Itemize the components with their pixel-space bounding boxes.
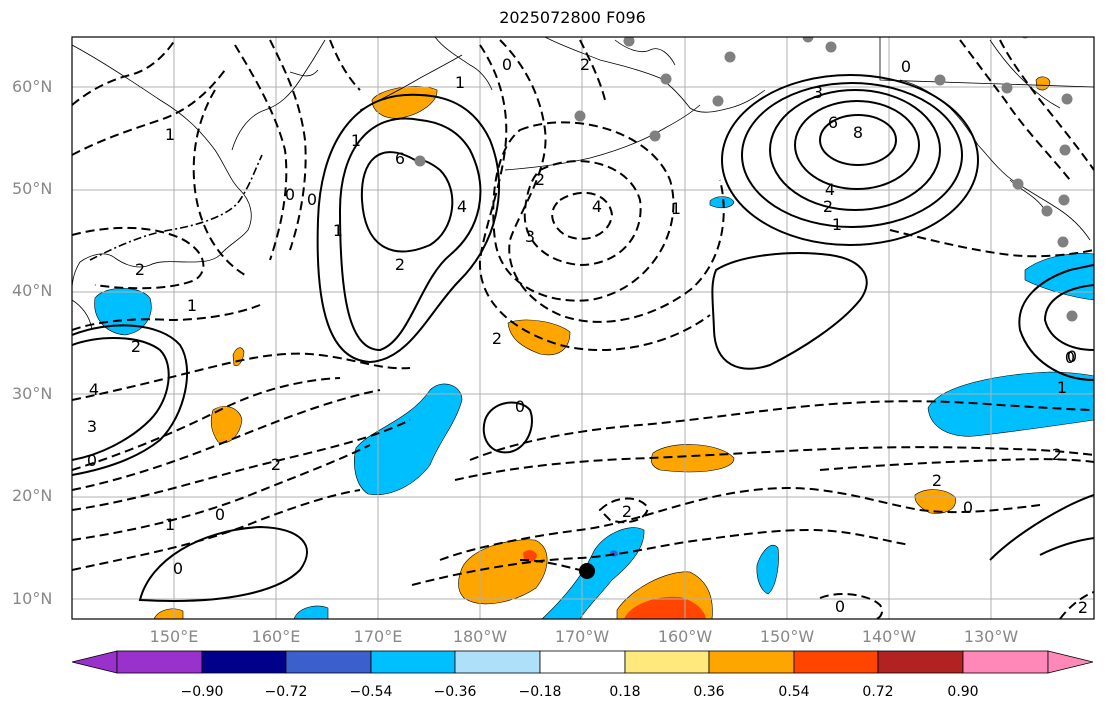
contour-label: 4 <box>89 380 99 399</box>
contour-label: 0 <box>963 498 973 517</box>
contour-label: 2 <box>932 471 942 490</box>
colorbar-tick-label: −0.90 <box>180 684 224 700</box>
colorbar-segment <box>624 650 710 674</box>
lon-label-160e: 160°E <box>251 627 301 646</box>
colorbar-segment <box>454 650 541 674</box>
contour-label: 0 <box>307 190 317 209</box>
contour-label: 0 <box>901 57 911 76</box>
map-frame <box>71 36 1095 620</box>
lon-label-130w: 130°W <box>963 627 1019 646</box>
lat-label-20n: 20°N <box>12 486 53 505</box>
negative-anomaly-areas <box>94 196 1094 619</box>
contour-label: 1 <box>832 215 842 234</box>
contour-label: 2 <box>271 455 281 474</box>
contour-label: 6 <box>395 149 405 168</box>
contour-label: 6 <box>828 113 838 132</box>
graticule <box>72 37 1094 619</box>
colorbar-extend-high <box>1047 650 1094 674</box>
contour-label: 1 <box>1057 378 1067 397</box>
contour-label: 1 <box>165 125 175 144</box>
colorbar-tick-label: −0.72 <box>264 684 308 700</box>
contour-label: 0 <box>87 451 97 470</box>
lon-label-150w: 150°W <box>759 627 815 646</box>
lon-label-180w: 180°W <box>452 627 508 646</box>
contour-label: 0 <box>173 559 183 578</box>
storm-center-marker <box>579 563 595 579</box>
colorbar-segment <box>370 650 456 674</box>
contour-label: 1 <box>333 221 343 240</box>
contour-label: 4 <box>457 197 467 216</box>
solid-contours <box>72 74 1094 602</box>
contour-label: 4 <box>592 197 602 216</box>
contour-label: 3 <box>525 227 535 246</box>
colorbar-tick-label: 0.72 <box>862 684 894 700</box>
colorbar-tick-label: −0.36 <box>433 684 477 700</box>
colorbar-extend-low <box>71 650 118 674</box>
colorbar-tick-label: 0.90 <box>947 684 979 700</box>
colorbar-tick-label: 0.18 <box>609 684 641 700</box>
colorbar-tick-label: −0.18 <box>518 684 562 700</box>
lat-label-30n: 30°N <box>12 384 53 403</box>
lon-label-140w: 140°W <box>861 627 917 646</box>
colorbar-segment <box>116 650 203 674</box>
contour-label: 2 <box>823 197 833 216</box>
lat-label-10n: 10°N <box>12 589 53 608</box>
dashed-contours <box>72 39 1094 619</box>
colorbar-tick-label: 0.36 <box>693 684 725 700</box>
contour-label: 2 <box>1052 445 1062 464</box>
contour-label: 0 <box>1065 348 1075 367</box>
contour-label: 1 <box>351 131 361 150</box>
contour-label: 1 <box>455 73 465 92</box>
contour-label: 2 <box>135 260 145 279</box>
contour-labels: 1 0 2 0 1 6 8 4 2 1 3 6 0 1 4 2 0 1 2 2 … <box>87 55 1088 617</box>
contour-label: 2 <box>1078 598 1088 617</box>
contour-label: 2 <box>492 329 502 348</box>
contour-label: 2 <box>622 502 632 521</box>
contour-label: 1 <box>165 515 175 534</box>
lon-label-160w: 160°W <box>657 627 713 646</box>
contour-label: 1 <box>671 199 681 218</box>
contour-label: 3 <box>813 83 823 102</box>
contour-label: 0 <box>835 597 845 616</box>
contour-label: 0 <box>502 55 512 74</box>
station-dots <box>414 37 1078 322</box>
colorbar-segment <box>793 650 879 674</box>
colorbar <box>71 650 1094 674</box>
colorbar-tick-label: 0.54 <box>778 684 810 700</box>
colorbar-segment <box>285 650 372 674</box>
lon-label-170e: 170°E <box>353 627 403 646</box>
contour-label: 0 <box>285 185 295 204</box>
lat-label-50n: 50°N <box>12 179 53 198</box>
map-area <box>72 37 1094 619</box>
contour-label: 2 <box>131 337 141 356</box>
contour-label: 3 <box>87 417 97 436</box>
lat-label-40n: 40°N <box>12 281 53 300</box>
colorbar-segment <box>877 650 964 674</box>
contour-label: 2 <box>580 55 590 74</box>
colorbar-segment <box>201 650 287 674</box>
lon-label-170w: 170°W <box>554 627 610 646</box>
contour-label: 0 <box>215 505 225 524</box>
colorbar-segment <box>539 650 626 674</box>
contour-label: 0 <box>515 397 525 416</box>
dash-dot-line <box>89 154 263 261</box>
lat-label-60n: 60°N <box>12 77 53 96</box>
colorbar-segment <box>962 650 1049 674</box>
contour-label: 1 <box>187 296 197 315</box>
contour-label: 8 <box>853 123 863 142</box>
contour-label: 2 <box>395 255 405 274</box>
contour-label: 4 <box>825 180 835 199</box>
colorbar-tick-label: −0.54 <box>349 684 393 700</box>
colorbar-segment <box>708 650 795 674</box>
lon-label-150e: 150°E <box>149 627 199 646</box>
map-title: 2025072800 F096 <box>499 8 646 27</box>
contour-label: 2 <box>535 170 545 189</box>
contour-label: 0 <box>1067 347 1077 366</box>
